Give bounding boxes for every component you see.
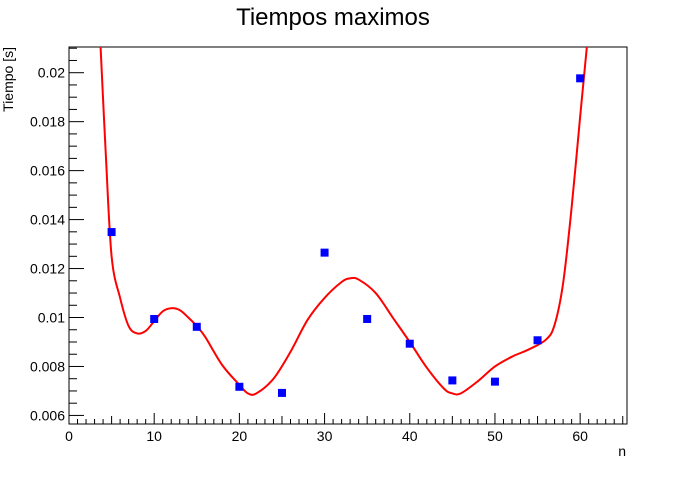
x-tick-label: 0 [65, 428, 73, 444]
x-tick-label: 20 [232, 428, 248, 444]
y-tick-label: 0.008 [30, 358, 65, 374]
data-point [277, 388, 286, 397]
y-tick-label: 0.018 [30, 114, 65, 130]
y-tick-label: 0.014 [30, 212, 65, 228]
y-tick-label: 0.02 [38, 65, 65, 81]
y-tick-label: 0.01 [38, 310, 65, 326]
data-point [150, 314, 159, 323]
x-tick-label: 60 [572, 428, 588, 444]
y-tick-label: 0.016 [30, 163, 65, 179]
x-tick-label: 50 [487, 428, 503, 444]
x-tick-label: 10 [146, 428, 162, 444]
data-point [576, 74, 585, 83]
y-tick-label: 0.006 [30, 407, 65, 423]
x-tick-label: 30 [317, 428, 333, 444]
data-point [448, 376, 457, 385]
plot-area: 0 10 20 30 40 50 60 0.006 0.008 0.01 0.012 0.014 0.0… [30, 46, 628, 444]
fit-curve [99, 47, 588, 396]
data-point [107, 228, 116, 237]
data-point [192, 322, 201, 331]
data-point [533, 336, 542, 345]
data-point [490, 377, 499, 386]
plot-frame [68, 46, 628, 425]
x-axis-label: n [618, 443, 626, 459]
data-point [235, 382, 244, 391]
data-point [320, 248, 329, 257]
data-point [363, 314, 372, 323]
y-axis-label: Tiempo [s] [0, 47, 16, 112]
x-tick-label: 40 [402, 428, 418, 444]
chart-title: Tiempos maximos [236, 4, 430, 31]
data-point [405, 339, 414, 348]
y-tick-label: 0.012 [30, 261, 65, 277]
